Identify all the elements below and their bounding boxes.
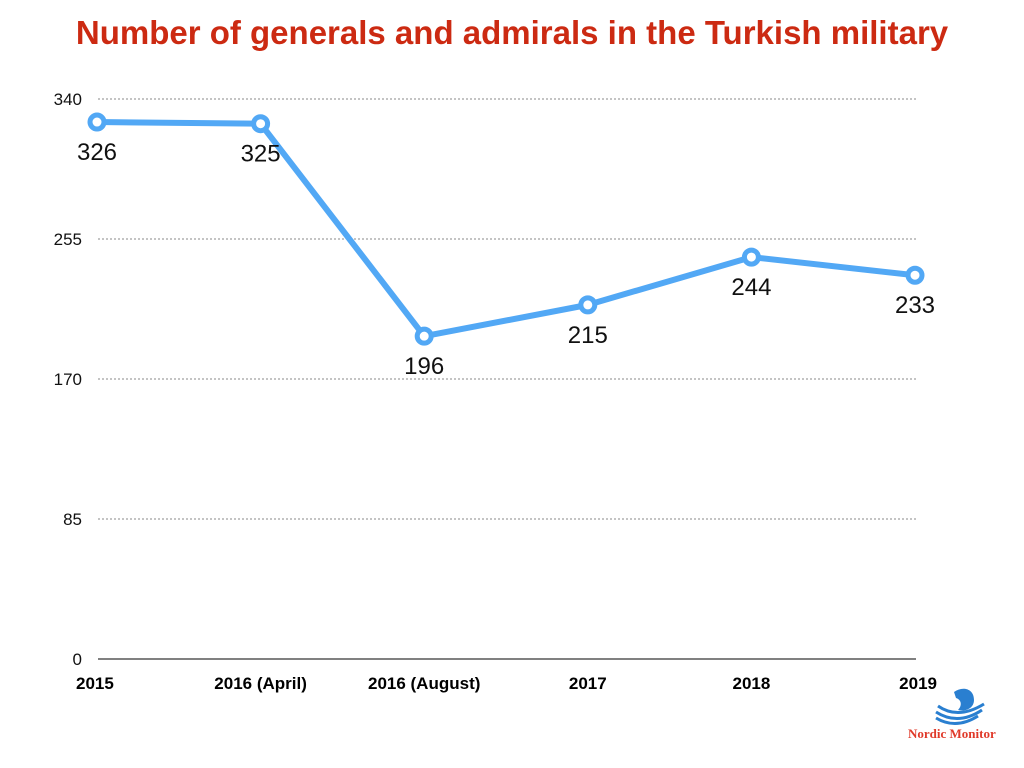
- x-tick-label: 2018: [732, 674, 770, 693]
- data-point: [414, 326, 434, 346]
- y-tick-label: 170: [54, 370, 82, 389]
- series-line: [96, 119, 916, 340]
- data-point: [251, 114, 271, 134]
- logo-text: Nordic Monitor: [908, 726, 996, 741]
- data-point: [87, 112, 107, 132]
- data-point: [905, 265, 925, 285]
- data-label: 196: [404, 353, 444, 380]
- data-label: 233: [895, 292, 935, 319]
- y-tick-label: 0: [73, 650, 82, 669]
- x-tick-label: 2016 (April): [214, 674, 307, 693]
- data-point: [741, 247, 761, 267]
- chart-title: Number of generals and admirals in the T…: [75, 14, 949, 51]
- x-tick-label: 2015: [76, 674, 114, 693]
- data-label: 244: [731, 274, 771, 301]
- x-tick-label: 2017: [569, 674, 607, 693]
- nordic-monitor-logo: [900, 686, 1024, 746]
- data-label: 325: [241, 141, 281, 168]
- y-tick-label: 85: [63, 510, 82, 529]
- y-tick-label: 255: [54, 230, 82, 249]
- data-label: 326: [77, 139, 117, 166]
- x-tick-label: 2016 (August): [368, 674, 480, 693]
- x-tick-label: 2019: [899, 674, 937, 693]
- eagle-wave-icon: [935, 688, 985, 725]
- data-label: 215: [568, 322, 608, 349]
- y-tick-label: 340: [54, 90, 82, 109]
- data-point: [578, 295, 598, 315]
